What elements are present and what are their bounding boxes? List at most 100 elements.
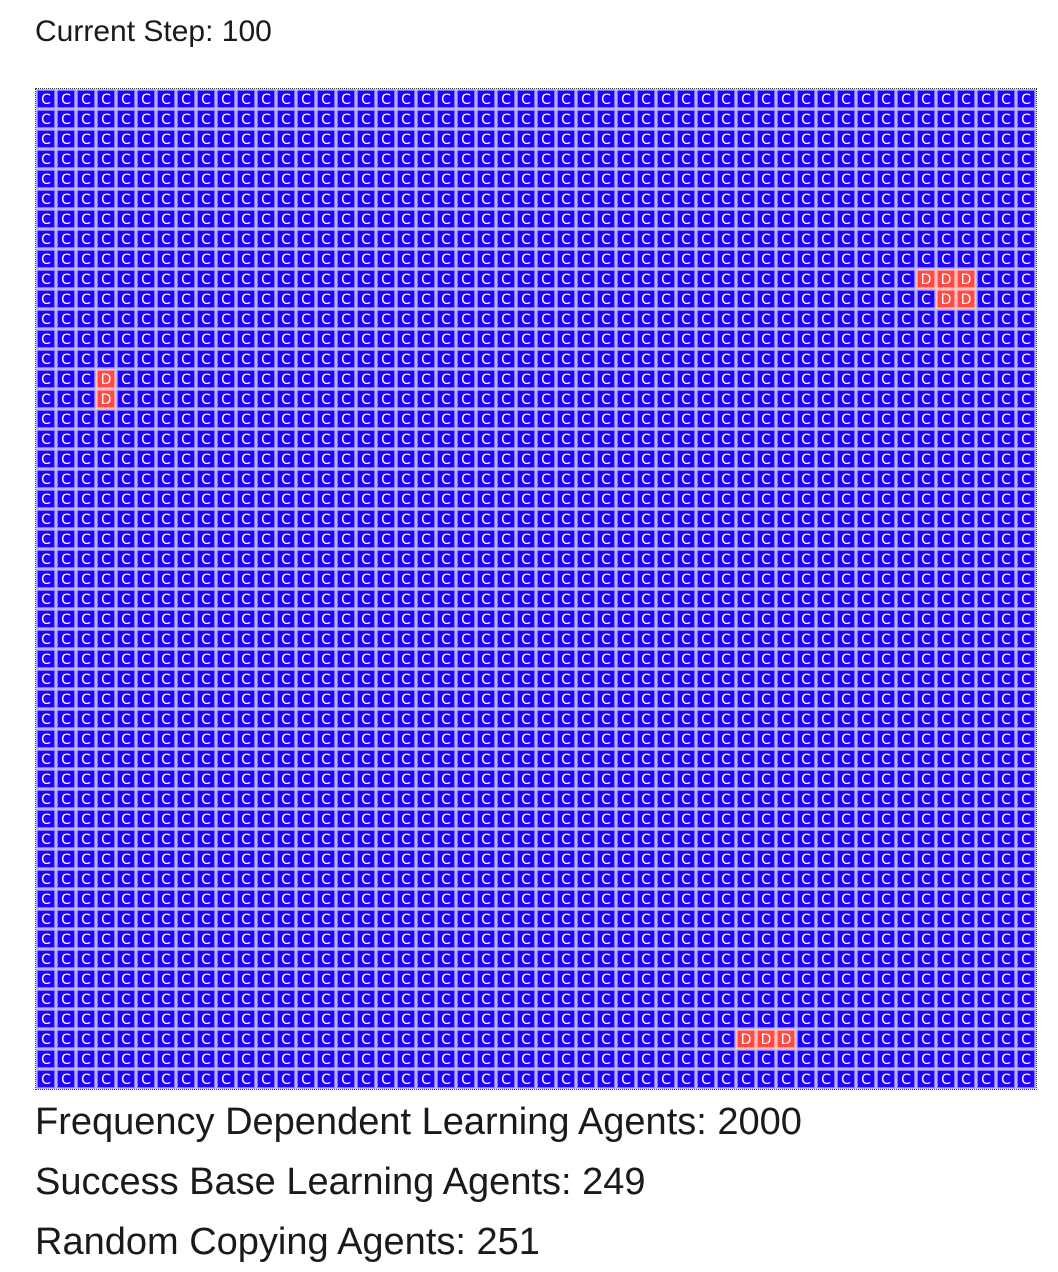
svg-text:C: C [661,252,671,268]
agent-cell-cooperator: C [676,829,696,849]
svg-text:C: C [121,372,131,388]
svg-text:C: C [621,372,631,388]
agent-cell-cooperator: C [336,289,356,309]
agent-cell-cooperator: C [236,1009,256,1029]
agent-cell-cooperator: C [996,449,1016,469]
agent-cell-cooperator: C [736,529,756,549]
agent-cell-cooperator: C [916,169,936,189]
agent-cell-cooperator: C [636,749,656,769]
agent-cell-cooperator: C [876,289,896,309]
agent-cell-cooperator: C [956,729,976,749]
agent-cell-cooperator: C [976,389,996,409]
agent-cell-cooperator: C [876,849,896,869]
agent-cell-cooperator: C [556,429,576,449]
agent-cell-cooperator: C [696,529,716,549]
agent-cell-cooperator: C [536,969,556,989]
svg-text:C: C [181,412,191,428]
agent-cell-cooperator: C [776,389,796,409]
agent-cell-cooperator: C [996,669,1016,689]
agent-cell-cooperator: C [936,589,956,609]
agent-cell-cooperator: C [176,989,196,1009]
svg-text:C: C [161,372,171,388]
svg-text:C: C [141,392,151,408]
agent-cell-cooperator: C [376,309,396,329]
svg-text:C: C [621,512,631,528]
agent-cell-cooperator: C [736,589,756,609]
agent-cell-cooperator: C [476,929,496,949]
agent-cell-cooperator: C [376,949,396,969]
svg-text:C: C [841,312,851,328]
agent-cell-cooperator: C [456,309,476,329]
agent-cell-cooperator: C [356,209,376,229]
svg-text:C: C [401,452,411,468]
agent-cell-cooperator: C [376,229,396,249]
agent-cell-cooperator: C [396,809,416,829]
agent-cell-cooperator: C [916,989,936,1009]
agent-cell-cooperator: C [976,509,996,529]
agent-cell-cooperator: C [696,629,716,649]
agent-cell-cooperator: C [776,229,796,249]
svg-text:C: C [181,512,191,528]
agent-cell-cooperator: C [596,489,616,509]
agent-cell-cooperator: C [656,109,676,129]
agent-cell-cooperator: C [936,729,956,749]
agent-cell-cooperator: C [616,709,636,729]
agent-cell-cooperator: C [916,629,936,649]
agent-cell-cooperator: C [816,229,836,249]
agent-cell-cooperator: C [156,789,176,809]
svg-text:C: C [761,92,771,108]
agent-cell-cooperator: C [436,409,456,429]
svg-text:C: C [581,172,591,188]
agent-cell-cooperator: C [436,989,456,1009]
agent-cell-cooperator: C [356,649,376,669]
agent-cell-cooperator: C [416,669,436,689]
svg-text:C: C [281,532,291,548]
svg-text:C: C [661,352,671,368]
agent-cell-cooperator: C [416,689,436,709]
svg-text:C: C [421,312,431,328]
agent-cell-cooperator: C [936,509,956,529]
agent-cell-cooperator: C [956,129,976,149]
agent-cell-cooperator: C [356,829,376,849]
agent-cell-cooperator: C [296,609,316,629]
svg-text:C: C [681,572,691,588]
agent-cell-cooperator: C [76,349,96,369]
svg-text:C: C [641,472,651,488]
agent-cell-cooperator: C [136,309,156,329]
agent-cell-cooperator: C [716,169,736,189]
svg-text:C: C [641,332,651,348]
agent-cell-cooperator: C [856,229,876,249]
agent-cell-cooperator: C [496,209,516,229]
agent-cell-cooperator: C [596,369,616,389]
svg-text:C: C [301,452,311,468]
agent-cell-cooperator: C [436,329,456,349]
agent-cell-cooperator: C [796,669,816,689]
agent-cell-cooperator: C [376,669,396,689]
agent-cell-cooperator: C [276,109,296,129]
agent-cell-cooperator: C [756,209,776,229]
svg-text:C: C [661,372,671,388]
agent-cell-cooperator: C [436,869,456,889]
agent-cell-cooperator: C [776,209,796,229]
agent-cell-cooperator: C [656,929,676,949]
agent-cell-cooperator: C [936,489,956,509]
agent-cell-cooperator: C [316,529,336,549]
agent-cell-cooperator: C [616,229,636,249]
svg-text:C: C [681,532,691,548]
svg-text:C: C [661,232,671,248]
svg-text:C: C [501,132,511,148]
agent-cell-cooperator: C [576,249,596,269]
agent-cell-cooperator: C [236,289,256,309]
agent-cell-cooperator: C [716,969,736,989]
agent-cell-cooperator: C [456,649,476,669]
agent-cell-cooperator: C [476,989,496,1009]
agent-cell-cooperator: C [116,309,136,329]
agent-cell-cooperator: C [1016,149,1036,169]
agent-cell-cooperator: C [476,549,496,569]
agent-cell-cooperator: C [516,489,536,509]
agent-cell-cooperator: C [216,269,236,289]
agent-cell-cooperator: C [516,889,536,909]
svg-text:C: C [41,372,51,388]
agent-cell-cooperator: C [276,349,296,369]
svg-text:C: C [421,172,431,188]
